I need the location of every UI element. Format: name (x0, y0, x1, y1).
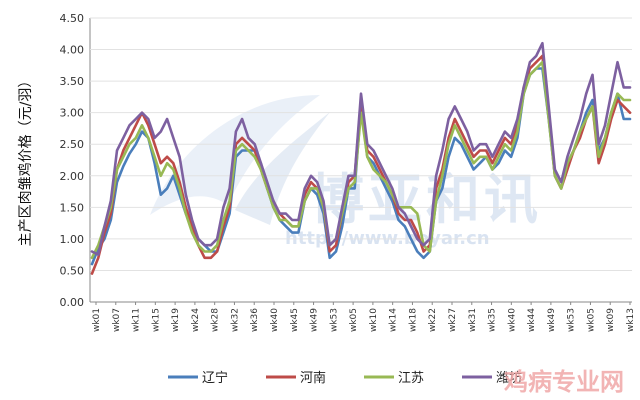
x-tick-label: wk07 (112, 308, 122, 332)
gridlines (90, 17, 632, 271)
x-tick-label: wk40 (507, 308, 517, 332)
y-tick-label: 4.00 (60, 44, 85, 57)
x-tick-label: wk45 (290, 308, 300, 332)
legend-label-2: 江苏 (398, 370, 424, 386)
x-tick-label: wk27 (448, 308, 458, 332)
x-tick-label: wk53 (567, 308, 577, 332)
series-line-3 (90, 41, 632, 256)
x-tick-label: wk31 (468, 308, 478, 332)
plot-area (89, 18, 632, 303)
x-tick-label: wk22 (428, 308, 438, 332)
y-tick-label: 0.00 (60, 296, 85, 309)
watermark-logo-bird (235, 112, 330, 225)
x-tick-label: wk10 (369, 308, 379, 332)
x-tick-label: wk35 (488, 308, 498, 332)
y-tick-label: 2.00 (60, 170, 85, 183)
x-tick-label: wk14 (389, 308, 399, 332)
y-tick-label: 1.50 (60, 201, 85, 214)
x-tick-label: wk19 (171, 308, 181, 332)
watermark: 博亚和讯 http://www.boyar.cn (150, 95, 538, 249)
x-tick-label: wk15 (151, 308, 161, 332)
y-tick-label: 0.50 (60, 264, 85, 277)
x-tick-label: wk40 (270, 308, 280, 332)
series-lines (90, 41, 632, 275)
watermark-corner-text: 鸡病专业网 (503, 368, 624, 396)
legend-label-0: 辽宁 (202, 370, 228, 386)
x-tick-label: wk18 (408, 308, 418, 332)
x-tick-label: wk24 (191, 308, 201, 332)
x-tick-label: wk09 (606, 308, 616, 332)
y-tick-label: 4.50 (60, 12, 85, 25)
x-tick-label: wk53 (329, 308, 339, 332)
x-tick-label: wk44 (527, 308, 537, 332)
x-tick-label: wk32 (230, 308, 240, 332)
legend: 辽宁 河南 江苏 潍坊 (168, 370, 522, 386)
y-tick-label: 2.50 (60, 138, 85, 151)
x-tick-label: wk13 (626, 308, 636, 332)
y-tick-label: 1.00 (60, 233, 85, 246)
y-tick-labels: 0.00 0.50 1.00 1.50 2.00 2.50 3.00 3.50 4.00 4.50 (60, 12, 85, 309)
legend-label-3: 潍坊 (496, 371, 522, 386)
x-tick-label: wk49 (310, 308, 320, 332)
x-tick-label: wk36 (250, 308, 260, 332)
y-tick-label: 3.00 (60, 107, 85, 120)
x-tick-label: wk28 (211, 308, 221, 332)
legend-label-1: 河南 (300, 370, 326, 386)
x-tick-label: wk11 (132, 308, 142, 332)
x-tick-label: wk49 (547, 308, 557, 332)
x-tick-label: wk05 (586, 308, 596, 332)
y-tick-label: 3.50 (60, 75, 85, 88)
x-tick-label: wk05 (349, 308, 359, 332)
x-tick-labels: wk01 wk07 wk11 wk15 wk19 wk24 wk28 wk32 wk36 wk40… (92, 302, 636, 332)
x-tick-label: wk01 (92, 308, 102, 332)
series-line-2 (90, 60, 632, 260)
y-axis-label: 主产区肉雏鸡价格（元/羽） (17, 74, 34, 247)
